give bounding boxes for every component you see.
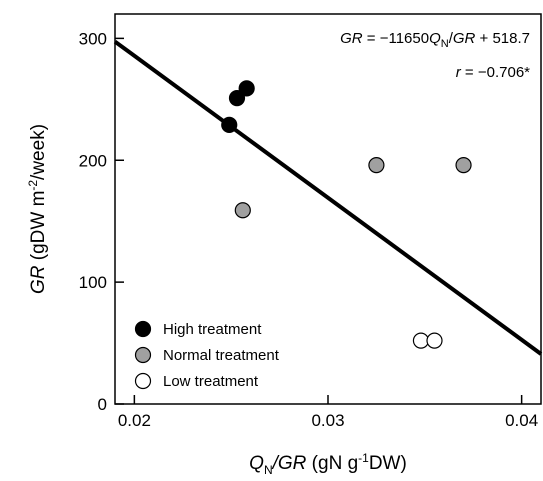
correlation-annotation: r = −0.706* bbox=[456, 64, 530, 81]
legend-label: Normal treatment bbox=[163, 347, 280, 364]
y-axis-ticks: 0 100 200 300 bbox=[79, 29, 124, 414]
y-tick-label: 200 bbox=[79, 151, 107, 170]
data-point bbox=[455, 157, 472, 174]
legend-marker bbox=[134, 372, 152, 390]
legend-label: Low treatment bbox=[163, 373, 259, 390]
x-axis-ticks: 0.02 0.03 0.04 bbox=[118, 395, 538, 430]
legend-label: High treatment bbox=[163, 321, 262, 338]
legend-marker bbox=[134, 320, 152, 338]
regression-equation: GR = −11650QN/GR + 518.7 bbox=[340, 30, 530, 50]
y-tick-label: 300 bbox=[79, 29, 107, 48]
data-point bbox=[228, 89, 246, 107]
data-point bbox=[221, 116, 238, 134]
data-point bbox=[238, 80, 255, 97]
legend-marker bbox=[134, 346, 152, 364]
x-tick-label: 0.02 bbox=[118, 411, 151, 430]
y-tick-label: 0 bbox=[98, 395, 107, 414]
data-point bbox=[234, 202, 251, 219]
y-tick-label: 100 bbox=[79, 273, 107, 292]
x-tick-label: 0.04 bbox=[505, 411, 538, 430]
x-tick-label: 0.03 bbox=[311, 411, 344, 430]
x-axis-title: QN/GR (gN g-1DW) bbox=[249, 451, 407, 477]
data-point bbox=[368, 157, 385, 174]
regression-line bbox=[113, 39, 543, 356]
legend: High treatment Normal treatment Low treatm… bbox=[134, 320, 280, 390]
y-axis-title: GR (gDW m-2/week) bbox=[26, 124, 49, 294]
data-points bbox=[221, 80, 472, 349]
data-point bbox=[412, 332, 430, 349]
data-point bbox=[426, 332, 443, 349]
